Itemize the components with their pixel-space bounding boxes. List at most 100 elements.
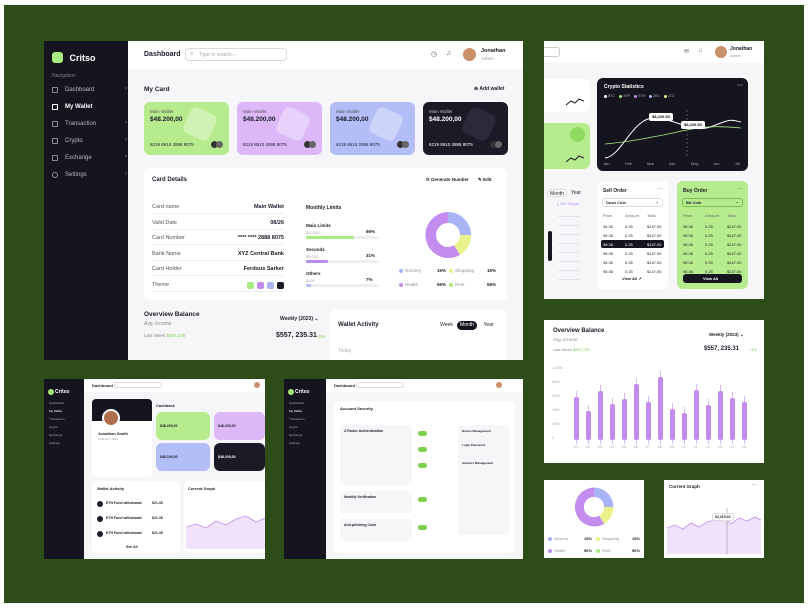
get-report-link[interactable]: ⤓ Get Report	[557, 201, 579, 206]
y-tick: 1,000k	[552, 366, 563, 370]
activity-label: ETH Fund withdrawal	[106, 501, 142, 505]
current-graph-panel: Current Graph ⋯ $2,315.32	[664, 480, 764, 558]
theme-swatch[interactable]	[247, 281, 254, 289]
sidebar-item-transaction[interactable]: Transaction ›	[52, 118, 127, 132]
view-all-buy-button[interactable]: View All	[683, 274, 742, 283]
order-row[interactable]	[601, 240, 664, 248]
more-options-icon[interactable]: ⋯	[657, 186, 662, 192]
detail-key: Valid Date	[152, 219, 177, 226]
toggle-switch[interactable]	[418, 447, 427, 452]
period-value: Weekly (2023)	[709, 332, 739, 337]
more-options-icon[interactable]: ⋯	[737, 83, 743, 89]
sidebar-item[interactable]: Transaction	[289, 417, 305, 421]
sidebar-item[interactable]: Crypto	[49, 425, 58, 429]
tab-year[interactable]: Year	[570, 190, 582, 196]
order-cell: $147.00	[727, 259, 742, 265]
sidebar-item-exchange[interactable]: Exchange ›	[52, 152, 127, 166]
tab-week[interactable]: Week	[440, 322, 453, 328]
tab-month[interactable]: Month	[547, 189, 567, 197]
limit-amount: $20.000	[306, 230, 321, 235]
legend-percent: 15%	[584, 536, 593, 541]
search-input[interactable]	[544, 47, 560, 57]
generate-number-button[interactable]: ⟳ Generate Number	[426, 177, 469, 183]
avatar[interactable]	[463, 48, 476, 61]
sidebar-item[interactable]: Settings	[49, 441, 60, 445]
wallet-card[interactable]: Main Wallet $48.200,00 6219 8610 2888 80…	[423, 102, 508, 155]
sidebar-item[interactable]: Dashboard	[49, 401, 64, 405]
legend-label: Rent	[602, 548, 611, 553]
toggle-switch[interactable]	[418, 525, 427, 530]
edit-button[interactable]: ✎ Edit	[478, 177, 492, 183]
sidebar-item[interactable]: Settings	[289, 441, 300, 445]
sidebar-item[interactable]: Dashboard	[289, 401, 304, 405]
more-options-icon[interactable]: ⋯	[752, 482, 757, 488]
search-input[interactable]: ⌕ Type to search....	[185, 48, 287, 61]
sidebar-item[interactable]: Crypto	[289, 425, 298, 429]
tab-month[interactable]: Month	[457, 321, 477, 330]
last-week-value: $557,235	[572, 347, 590, 352]
sidebar-item[interactable]: My Wallet	[49, 409, 63, 413]
bell-icon[interactable]: ♫	[698, 48, 703, 54]
clock-icon[interactable]: ◷	[431, 51, 438, 58]
today-label: Today	[338, 348, 352, 354]
avatar[interactable]	[715, 46, 727, 58]
sidebar-item[interactable]: Transaction	[49, 417, 65, 421]
coin-label[interactable]: ETH	[638, 93, 645, 98]
sidebar-item-my-wallet[interactable]: My Wallet	[52, 101, 127, 115]
coin-label[interactable]: ZEC	[653, 93, 660, 98]
wallet-card[interactable]: Main Wallet $48.200,00 6219 8610 2888 80…	[237, 102, 322, 155]
mail-icon[interactable]: ✉	[684, 49, 690, 55]
order-cell: 0.25	[705, 223, 713, 229]
see-all-link[interactable]: See All	[126, 545, 138, 549]
buy-order-title: Buy Order	[683, 188, 708, 194]
tooltip: $8,420.50	[681, 121, 705, 129]
sidebar-item-settings[interactable]: Settings ›	[52, 169, 127, 183]
period-dropdown[interactable]: Weekly (2023) ⌄	[709, 332, 744, 338]
legend-dot	[449, 283, 453, 287]
account-security-panel: Account Security 2-Factor Authentication…	[334, 401, 515, 553]
coin-label[interactable]: BTC	[608, 93, 615, 98]
avatar[interactable]	[254, 382, 260, 388]
coin-dot	[634, 95, 637, 98]
sidebar-item-dashboard[interactable]: Dashboard ›	[52, 84, 127, 98]
toggle-switch[interactable]	[418, 431, 427, 436]
wallet-card[interactable]: $48.200,00	[156, 443, 210, 471]
bell-icon[interactable]: ♫	[446, 50, 452, 57]
view-all-sell-button[interactable]: View All ↗	[622, 276, 642, 281]
order-cell: 98.36	[683, 250, 694, 256]
sidebar-item-label: My Wallet	[65, 104, 93, 110]
toggle-switch[interactable]	[418, 497, 427, 502]
theme-swatch[interactable]	[277, 281, 284, 289]
card-detail-row: Valid Date 08/26	[152, 217, 284, 230]
wallet-card[interactable]: $48.200,00	[214, 443, 265, 471]
sidebar-item-crypto[interactable]: Crypto ›	[52, 135, 127, 149]
wallet-card[interactable]: Main Wallet $48.200,00 6219 8610 2888 80…	[144, 102, 229, 155]
sidebar-item[interactable]: Exchange	[49, 433, 63, 437]
tab-year[interactable]: Year	[483, 322, 494, 328]
coin-label[interactable]: XRP	[623, 93, 631, 98]
order-cell: $147.00	[647, 268, 662, 274]
coin-select[interactable]: Bit Coin ⌄	[682, 198, 743, 207]
search-input[interactable]	[356, 382, 404, 388]
column-header: Price	[603, 213, 613, 218]
card-amount: $48.200,00	[218, 424, 236, 428]
theme-swatch[interactable]	[257, 281, 264, 289]
wallet-card[interactable]: $48.200,00	[156, 412, 210, 440]
sidebar-item[interactable]: Exchange	[289, 433, 303, 437]
view-all-label: View All	[622, 276, 638, 281]
more-options-icon[interactable]: ⋯	[737, 186, 742, 192]
coin-select[interactable]: Dush Coin ⌄	[602, 198, 663, 207]
toggle-switch[interactable]	[418, 463, 427, 468]
coin-label[interactable]: LTC	[668, 93, 675, 98]
wallet-card[interactable]: $48.200,00	[214, 412, 265, 440]
transaction-icon	[52, 121, 58, 127]
grid-icon	[52, 87, 58, 93]
add-wallet-button[interactable]: ⊕ Add wallet	[474, 86, 504, 92]
period-dropdown[interactable]: Weekly (2023) ⌄	[280, 316, 319, 322]
wallet-card[interactable]: Main Wallet $48.200,00 6219 8610 2888 80…	[330, 102, 415, 155]
wallet-activity-title: Wallet Activity	[97, 486, 125, 491]
theme-swatch[interactable]	[267, 281, 274, 289]
search-input[interactable]	[114, 382, 162, 388]
sidebar-item[interactable]: My Wallet	[289, 409, 303, 413]
avatar[interactable]	[496, 382, 502, 388]
